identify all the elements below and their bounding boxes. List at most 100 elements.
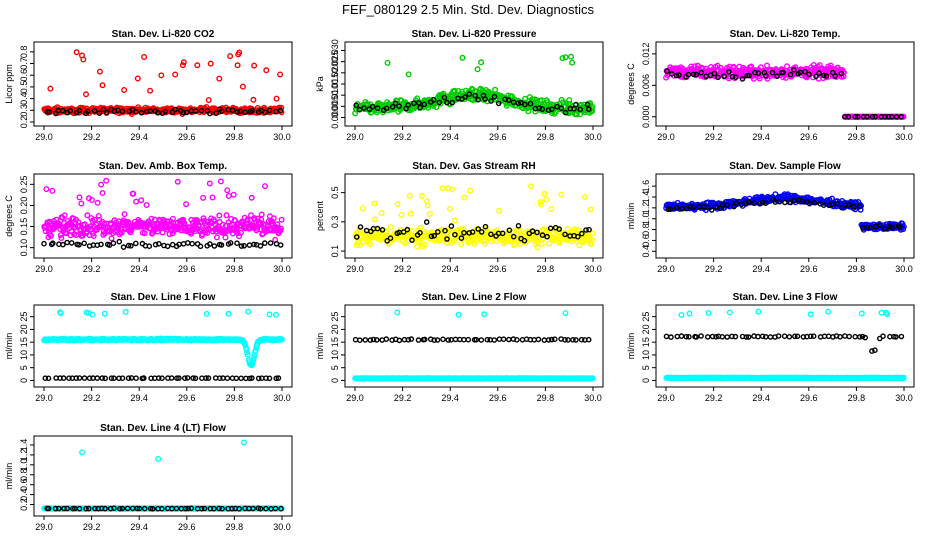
data-point [452, 336, 459, 343]
y-tick-label: 10 [330, 350, 340, 360]
data-point [430, 97, 437, 103]
data-point [810, 333, 817, 340]
data-point [823, 73, 830, 79]
data-point [68, 240, 75, 246]
data-point [61, 212, 68, 219]
panel-title: Stan. Dev. Line 2 Flow [422, 292, 527, 303]
data-point [786, 333, 793, 340]
x-tick-label: 29.0 [346, 264, 364, 274]
plot-frame [33, 173, 293, 259]
x-tick-label: 30.0 [584, 393, 602, 403]
chart-panel: Stan. Dev. Li-820 Temp.29.0 29.2 29.4 29.6 2… [626, 29, 915, 142]
plot-frame [33, 435, 293, 517]
x-tick-label: 29.0 [35, 264, 53, 274]
data-point [266, 107, 273, 114]
data-point [562, 54, 569, 61]
x-tick-label: 29.4 [441, 264, 459, 274]
data-point [462, 94, 468, 100]
data-point [558, 191, 565, 198]
panel-title: Stan. Dev. Li-820 Pressure [412, 29, 537, 40]
data-point [183, 109, 190, 116]
y-axis-label: ml/min [315, 333, 325, 360]
data-point [577, 106, 584, 113]
data-point [408, 336, 415, 342]
data-point [189, 240, 195, 247]
x-tick-label: 29.6 [489, 132, 507, 142]
data-point [384, 59, 391, 66]
data-point [459, 54, 466, 61]
data-point [825, 308, 832, 315]
data-point [225, 192, 232, 199]
data-point [162, 108, 169, 115]
data-point [406, 192, 413, 199]
data-point [239, 83, 246, 90]
panel-title: Stan. Dev. Li-820 Temp. [730, 29, 841, 40]
data-point [446, 205, 453, 212]
x-tick-label: 29.8 [226, 264, 244, 274]
data-point [693, 71, 700, 78]
data-point [59, 107, 66, 114]
data-point [207, 60, 214, 67]
data-point [705, 334, 711, 340]
x-tick-label: 29.6 [800, 393, 818, 403]
data-point [698, 69, 705, 76]
data-point [103, 109, 110, 116]
data-point [134, 75, 141, 82]
data-point [258, 211, 265, 218]
data-point [359, 205, 366, 212]
data-point [496, 207, 503, 214]
y-tick-label: 15 [641, 337, 651, 347]
data-point [782, 199, 788, 206]
data-point [362, 337, 369, 343]
data-point [421, 101, 428, 108]
data-point [746, 72, 752, 79]
data-point [147, 108, 153, 114]
data-point [448, 336, 455, 343]
data-point [197, 243, 204, 250]
data-point [218, 108, 225, 114]
data-point [183, 201, 190, 208]
data-point [261, 240, 268, 246]
data-point [94, 375, 101, 381]
data-point [206, 180, 213, 187]
data-point [118, 229, 125, 236]
data-point [225, 310, 232, 317]
y-tick-label: 0.025 [330, 50, 340, 73]
data-point [840, 69, 847, 76]
data-point [506, 336, 512, 343]
y-tick-label: 20 [330, 324, 340, 334]
x-tick-label: 29.2 [83, 393, 101, 403]
panel-title: Stan. Dev. Line 1 Flow [111, 292, 216, 303]
x-tick-label: 29.4 [130, 522, 148, 532]
data-point [444, 99, 450, 106]
data-point [448, 223, 455, 229]
data-point [685, 71, 692, 78]
plot-frame [33, 304, 293, 388]
x-tick-label: 30.0 [895, 264, 913, 274]
data-point [541, 337, 548, 343]
data-point [466, 91, 473, 97]
data-point [449, 186, 456, 193]
data-point [100, 106, 107, 113]
data-point [568, 53, 575, 60]
y-tick-label: 0.012 [641, 43, 651, 66]
data-point [535, 336, 542, 343]
x-tick-label: 30.0 [584, 264, 602, 274]
data-point [515, 222, 522, 229]
data-point [270, 215, 277, 222]
data-point [726, 309, 733, 316]
data-point [527, 183, 534, 190]
data-point [417, 104, 423, 111]
data-point [192, 108, 199, 114]
data-point [441, 94, 448, 101]
data-point [755, 308, 762, 315]
data-point [154, 109, 161, 116]
y-axis-label: degrees C [626, 63, 636, 105]
data-point [398, 211, 405, 218]
data-point [155, 455, 162, 462]
data-point [130, 190, 137, 197]
x-tick-label: 29.6 [178, 393, 196, 403]
y-tick-label: 0.3 [330, 216, 340, 229]
y-tick-label: 15 [19, 337, 29, 347]
plot-frame [344, 304, 604, 388]
